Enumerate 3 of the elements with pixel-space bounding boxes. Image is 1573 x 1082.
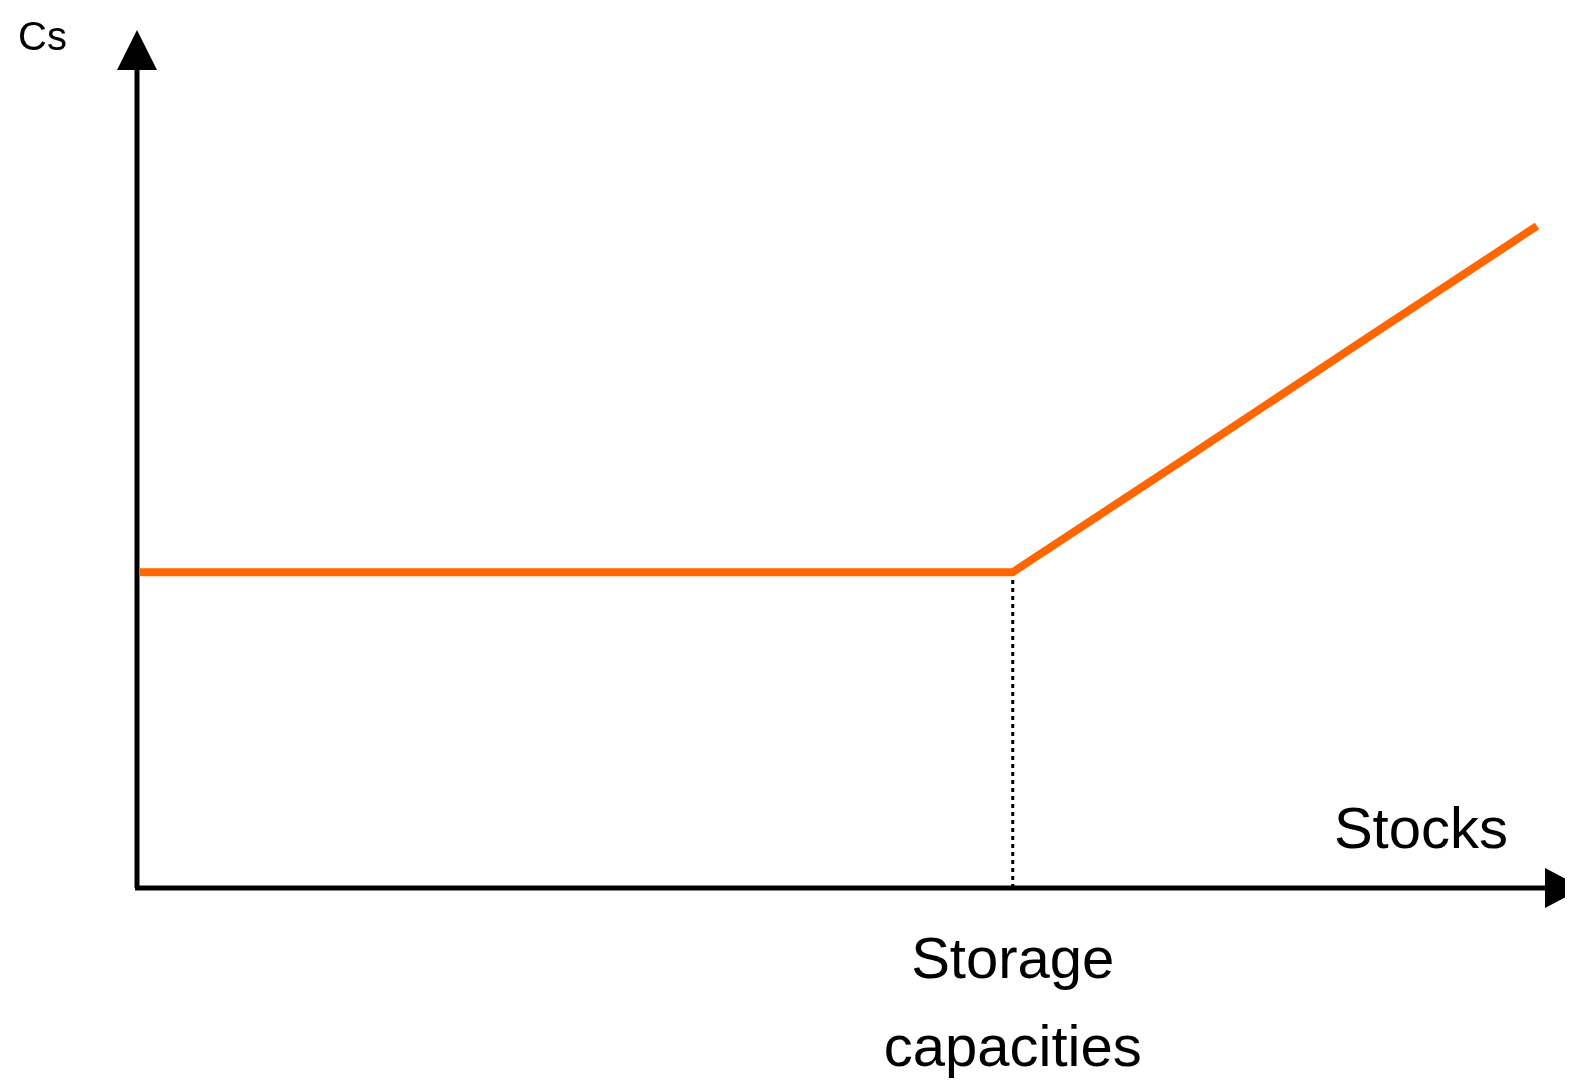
y-axis-title: Cs <box>18 14 67 58</box>
text: Storage capacities <box>883 925 1142 1078</box>
x-axis-title: Stocks <box>1333 795 1508 860</box>
